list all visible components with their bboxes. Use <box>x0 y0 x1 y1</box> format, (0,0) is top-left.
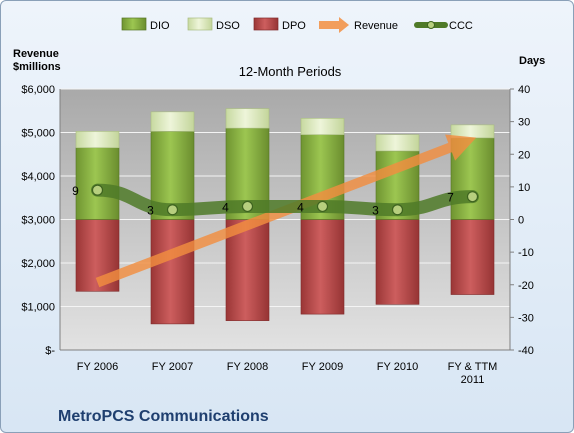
legend-swatch-dpo <box>253 17 279 31</box>
legend-swatch-revenue <box>319 17 349 33</box>
x-tick-label: FY 2008 <box>227 361 268 373</box>
left-axis-label-line1: Revenue <box>13 48 59 60</box>
right-tick-label: 20 <box>518 149 530 161</box>
legend-label-dio: DIO <box>150 20 170 32</box>
dso-bar <box>300 118 345 135</box>
dio-bar <box>75 147 120 220</box>
left-tick-label: $5,000 <box>21 128 55 140</box>
dso-bar <box>375 134 420 152</box>
ccc-label: 7 <box>447 191 454 205</box>
left-tick-label: $3,000 <box>21 215 55 227</box>
legend-swatch-dso <box>187 17 213 31</box>
x-tick-label: FY 2010 <box>377 361 418 373</box>
ccc-point <box>391 204 404 216</box>
ccc-line <box>91 183 479 217</box>
ccc-point <box>241 200 254 213</box>
dso-bar <box>150 111 195 132</box>
company-name: MetroPCS Communications <box>58 408 269 425</box>
dpo-bar <box>150 219 195 325</box>
legend-marker-ccc <box>427 21 435 29</box>
legend-label-ccc: CCC <box>449 20 473 32</box>
right-axis-label: Days <box>519 55 545 67</box>
left-tick-label: $4,000 <box>21 171 55 183</box>
legend-swatch-dio <box>121 17 147 31</box>
ccc-label: 3 <box>147 204 154 218</box>
left-tick-label: $6,000 <box>21 84 55 96</box>
left-tick-label: $1,000 <box>21 302 55 314</box>
right-tick-label: -20 <box>518 280 534 292</box>
ccc-label: 4 <box>297 200 304 214</box>
x-tick-label: FY 2009 <box>302 361 343 373</box>
right-tick-label: 30 <box>518 117 530 129</box>
ccc-point <box>466 191 479 203</box>
x-tick-label: FY 2006 <box>77 361 118 373</box>
dpo-bar <box>450 219 495 295</box>
x-tick-label: 2011 <box>461 374 485 386</box>
ccc-series: 9 3 4 4 3 7 <box>72 183 479 218</box>
bars <box>75 108 495 325</box>
dpo-bar <box>375 219 420 305</box>
right-tick-label: 10 <box>518 182 530 194</box>
dpo-bar <box>300 219 345 315</box>
x-tick-label: FY & TTM <box>448 361 498 373</box>
left-tick-label: $- <box>45 345 55 357</box>
legend-label-dso: DSO <box>216 20 240 32</box>
right-tick-label: -30 <box>518 312 534 324</box>
ccc-point <box>166 204 179 216</box>
dso-bar <box>225 108 270 129</box>
right-tick-label: 0 <box>518 215 524 227</box>
legend: DIO DSO DPO Revenue CCC <box>121 17 473 33</box>
left-tick-label: $2,000 <box>21 258 55 270</box>
left-axis-label-line2: $millions <box>13 61 61 73</box>
chart-subtitle: 12-Month Periods <box>239 64 342 79</box>
right-tick-label: 40 <box>518 84 530 96</box>
ccc-label: 4 <box>222 200 229 214</box>
ccc-point <box>316 200 329 213</box>
right-tick-label: -10 <box>518 247 534 259</box>
legend-label-dpo: DPO <box>282 20 306 32</box>
ccc-label: 3 <box>372 204 379 218</box>
legend-label-revenue: Revenue <box>354 20 398 32</box>
axes: $- $1,000 $2,000 $3,000 $4,000 $5,000 $6,000 -4… <box>21 84 534 386</box>
dpo-bar <box>225 219 270 321</box>
x-tick-label: FY 2007 <box>152 361 193 373</box>
ccc-point <box>91 184 104 196</box>
ccc-label: 9 <box>72 184 79 198</box>
dso-bar <box>75 131 120 149</box>
right-tick-label: -40 <box>518 345 534 357</box>
